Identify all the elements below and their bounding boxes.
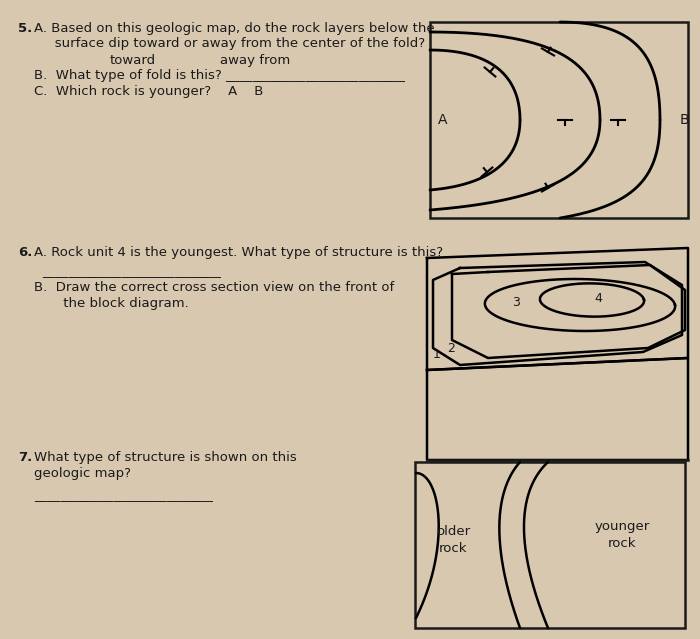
Bar bbox=[415, 462, 685, 628]
Text: geologic map?: geologic map? bbox=[34, 467, 131, 480]
Text: C.  Which rock is younger?    A    B: C. Which rock is younger? A B bbox=[34, 85, 263, 98]
Text: 1: 1 bbox=[433, 348, 441, 362]
Text: younger
rock: younger rock bbox=[594, 520, 650, 550]
Text: surface dip toward or away from the center of the fold?: surface dip toward or away from the cent… bbox=[42, 37, 425, 50]
Text: 5.: 5. bbox=[18, 22, 32, 35]
Text: the block diagram.: the block diagram. bbox=[42, 297, 189, 310]
Text: 4: 4 bbox=[594, 291, 602, 305]
Text: 3: 3 bbox=[512, 295, 520, 309]
Text: 7.: 7. bbox=[18, 451, 32, 464]
Text: A. Based on this geologic map, do the rock layers below the: A. Based on this geologic map, do the ro… bbox=[34, 22, 435, 35]
Text: B: B bbox=[680, 113, 689, 127]
Text: ___________________________: ___________________________ bbox=[34, 489, 213, 502]
Bar bbox=[430, 22, 688, 218]
Text: A. Rock unit 4 is the youngest. What type of structure is this?: A. Rock unit 4 is the youngest. What typ… bbox=[34, 246, 443, 259]
Text: toward: toward bbox=[110, 54, 156, 67]
Text: 2: 2 bbox=[447, 341, 455, 355]
Text: What type of structure is shown on this: What type of structure is shown on this bbox=[34, 451, 297, 464]
Text: A: A bbox=[438, 113, 447, 127]
Text: B.  What type of fold is this? ___________________________: B. What type of fold is this? __________… bbox=[34, 69, 405, 82]
Text: ___________________________: ___________________________ bbox=[42, 265, 221, 278]
Text: B.  Draw the correct cross section view on the front of: B. Draw the correct cross section view o… bbox=[34, 281, 394, 294]
Text: away from: away from bbox=[220, 54, 290, 67]
Text: 6.: 6. bbox=[18, 246, 32, 259]
Text: older
rock: older rock bbox=[436, 525, 470, 555]
